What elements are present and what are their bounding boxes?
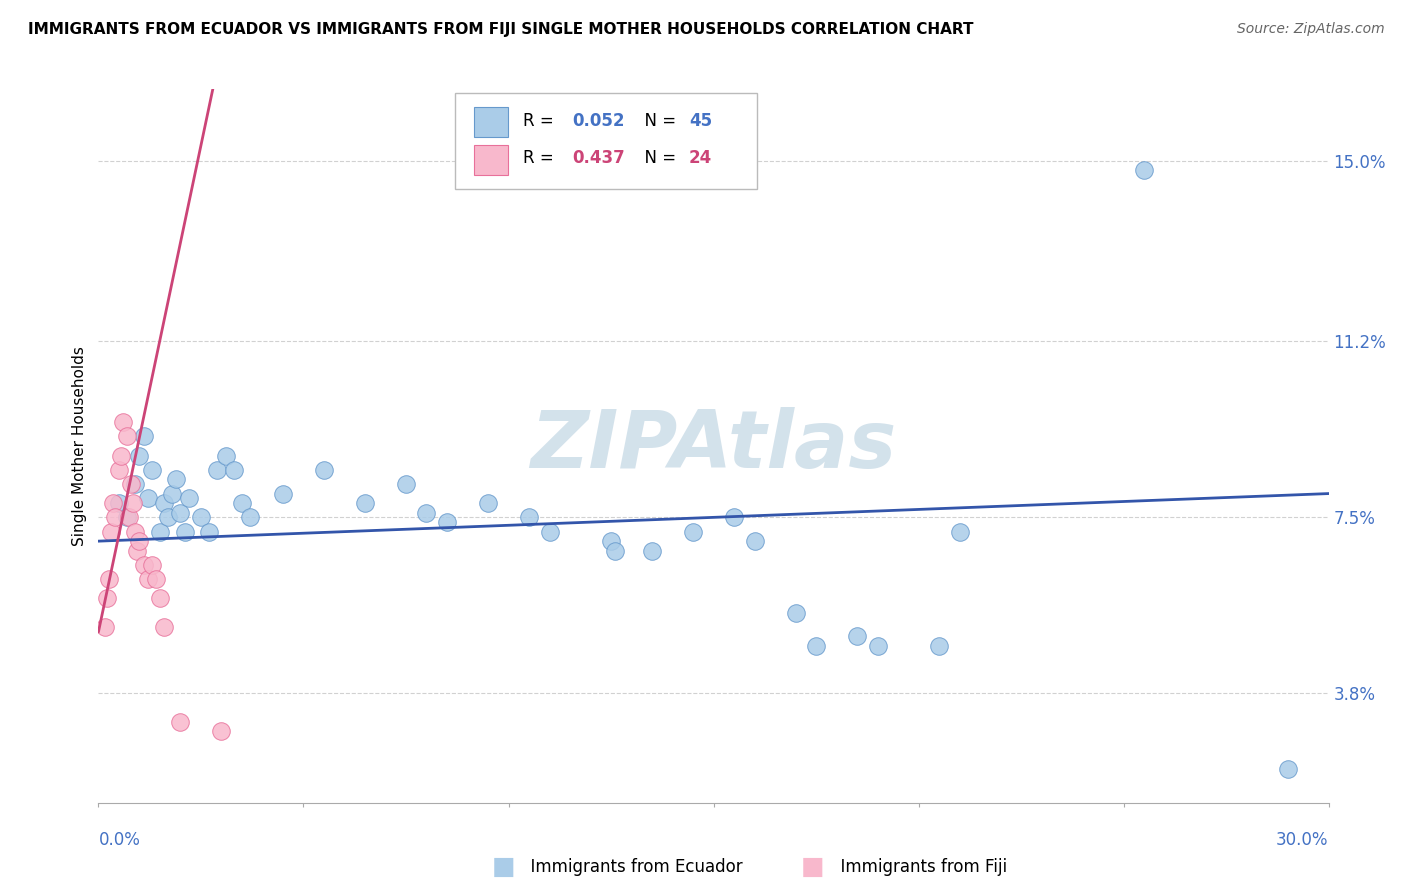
Point [118,510,141,524]
Point [1277,763,1299,777]
Point [124,524,146,539]
Text: N =: N = [634,150,681,168]
Text: ■: ■ [492,855,515,879]
Point [312,463,335,477]
Point [127,543,149,558]
Point [477,496,499,510]
Point [395,477,418,491]
Point [169,506,191,520]
Point [600,534,623,549]
Point [785,606,807,620]
Point [136,491,159,506]
Text: R =: R = [523,112,558,130]
Text: Source: ZipAtlas.com: Source: ZipAtlas.com [1237,22,1385,37]
Text: 0.0%: 0.0% [98,831,141,849]
Point [110,449,132,463]
Point [149,591,172,606]
Text: 30.0%: 30.0% [1277,831,1329,849]
Point [100,524,122,539]
Text: 0.437: 0.437 [572,150,624,168]
Text: 45: 45 [689,112,711,130]
Point [207,463,229,477]
Point [153,496,176,510]
Text: Immigrants from Ecuador: Immigrants from Ecuador [520,858,742,876]
Text: 24: 24 [689,150,713,168]
Text: ■: ■ [801,855,824,879]
Point [136,572,159,586]
Text: ZIPAtlas: ZIPAtlas [530,407,897,485]
Point [141,558,163,572]
Point [211,724,233,739]
Point [108,463,131,477]
Point [141,463,163,477]
Point [682,524,704,539]
Point [723,510,745,524]
Point [132,429,155,443]
Point [177,491,200,506]
FancyBboxPatch shape [456,93,756,189]
Point [104,510,127,524]
FancyBboxPatch shape [474,107,508,137]
Point [415,506,437,520]
Point [239,510,262,524]
Point [354,496,377,510]
Point [162,486,183,500]
Point [744,534,766,549]
Point [949,524,972,539]
Point [605,543,627,558]
Point [231,496,253,510]
Text: 0.052: 0.052 [572,112,624,130]
Point [846,629,869,643]
Point [169,714,191,729]
Point [436,515,458,529]
Point [96,591,118,606]
Point [804,639,827,653]
Point [108,496,131,510]
Point [165,472,187,486]
Point [198,524,221,539]
Point [93,620,115,634]
Point [132,558,155,572]
Point [1133,163,1156,178]
Point [149,524,172,539]
Point [124,477,146,491]
Point [128,534,150,549]
Point [517,510,540,524]
Point [115,429,138,443]
Point [145,572,167,586]
Point [641,543,664,558]
Point [214,449,236,463]
Point [122,496,145,510]
Text: R =: R = [523,150,558,168]
Point [928,639,950,653]
Point [153,620,176,634]
Point [157,510,180,524]
Point [538,524,561,539]
Point [101,496,124,510]
Text: IMMIGRANTS FROM ECUADOR VS IMMIGRANTS FROM FIJI SINGLE MOTHER HOUSEHOLDS CORRELA: IMMIGRANTS FROM ECUADOR VS IMMIGRANTS FR… [28,22,973,37]
Point [866,639,889,653]
Point [128,449,150,463]
Point [115,510,138,524]
Point [222,463,245,477]
Text: Immigrants from Fiji: Immigrants from Fiji [830,858,1007,876]
Point [190,510,212,524]
Text: N =: N = [634,112,681,130]
FancyBboxPatch shape [474,145,508,175]
Y-axis label: Single Mother Households: Single Mother Households [72,346,87,546]
Point [173,524,195,539]
Point [97,572,120,586]
Point [112,415,135,429]
Point [120,477,142,491]
Point [271,486,294,500]
